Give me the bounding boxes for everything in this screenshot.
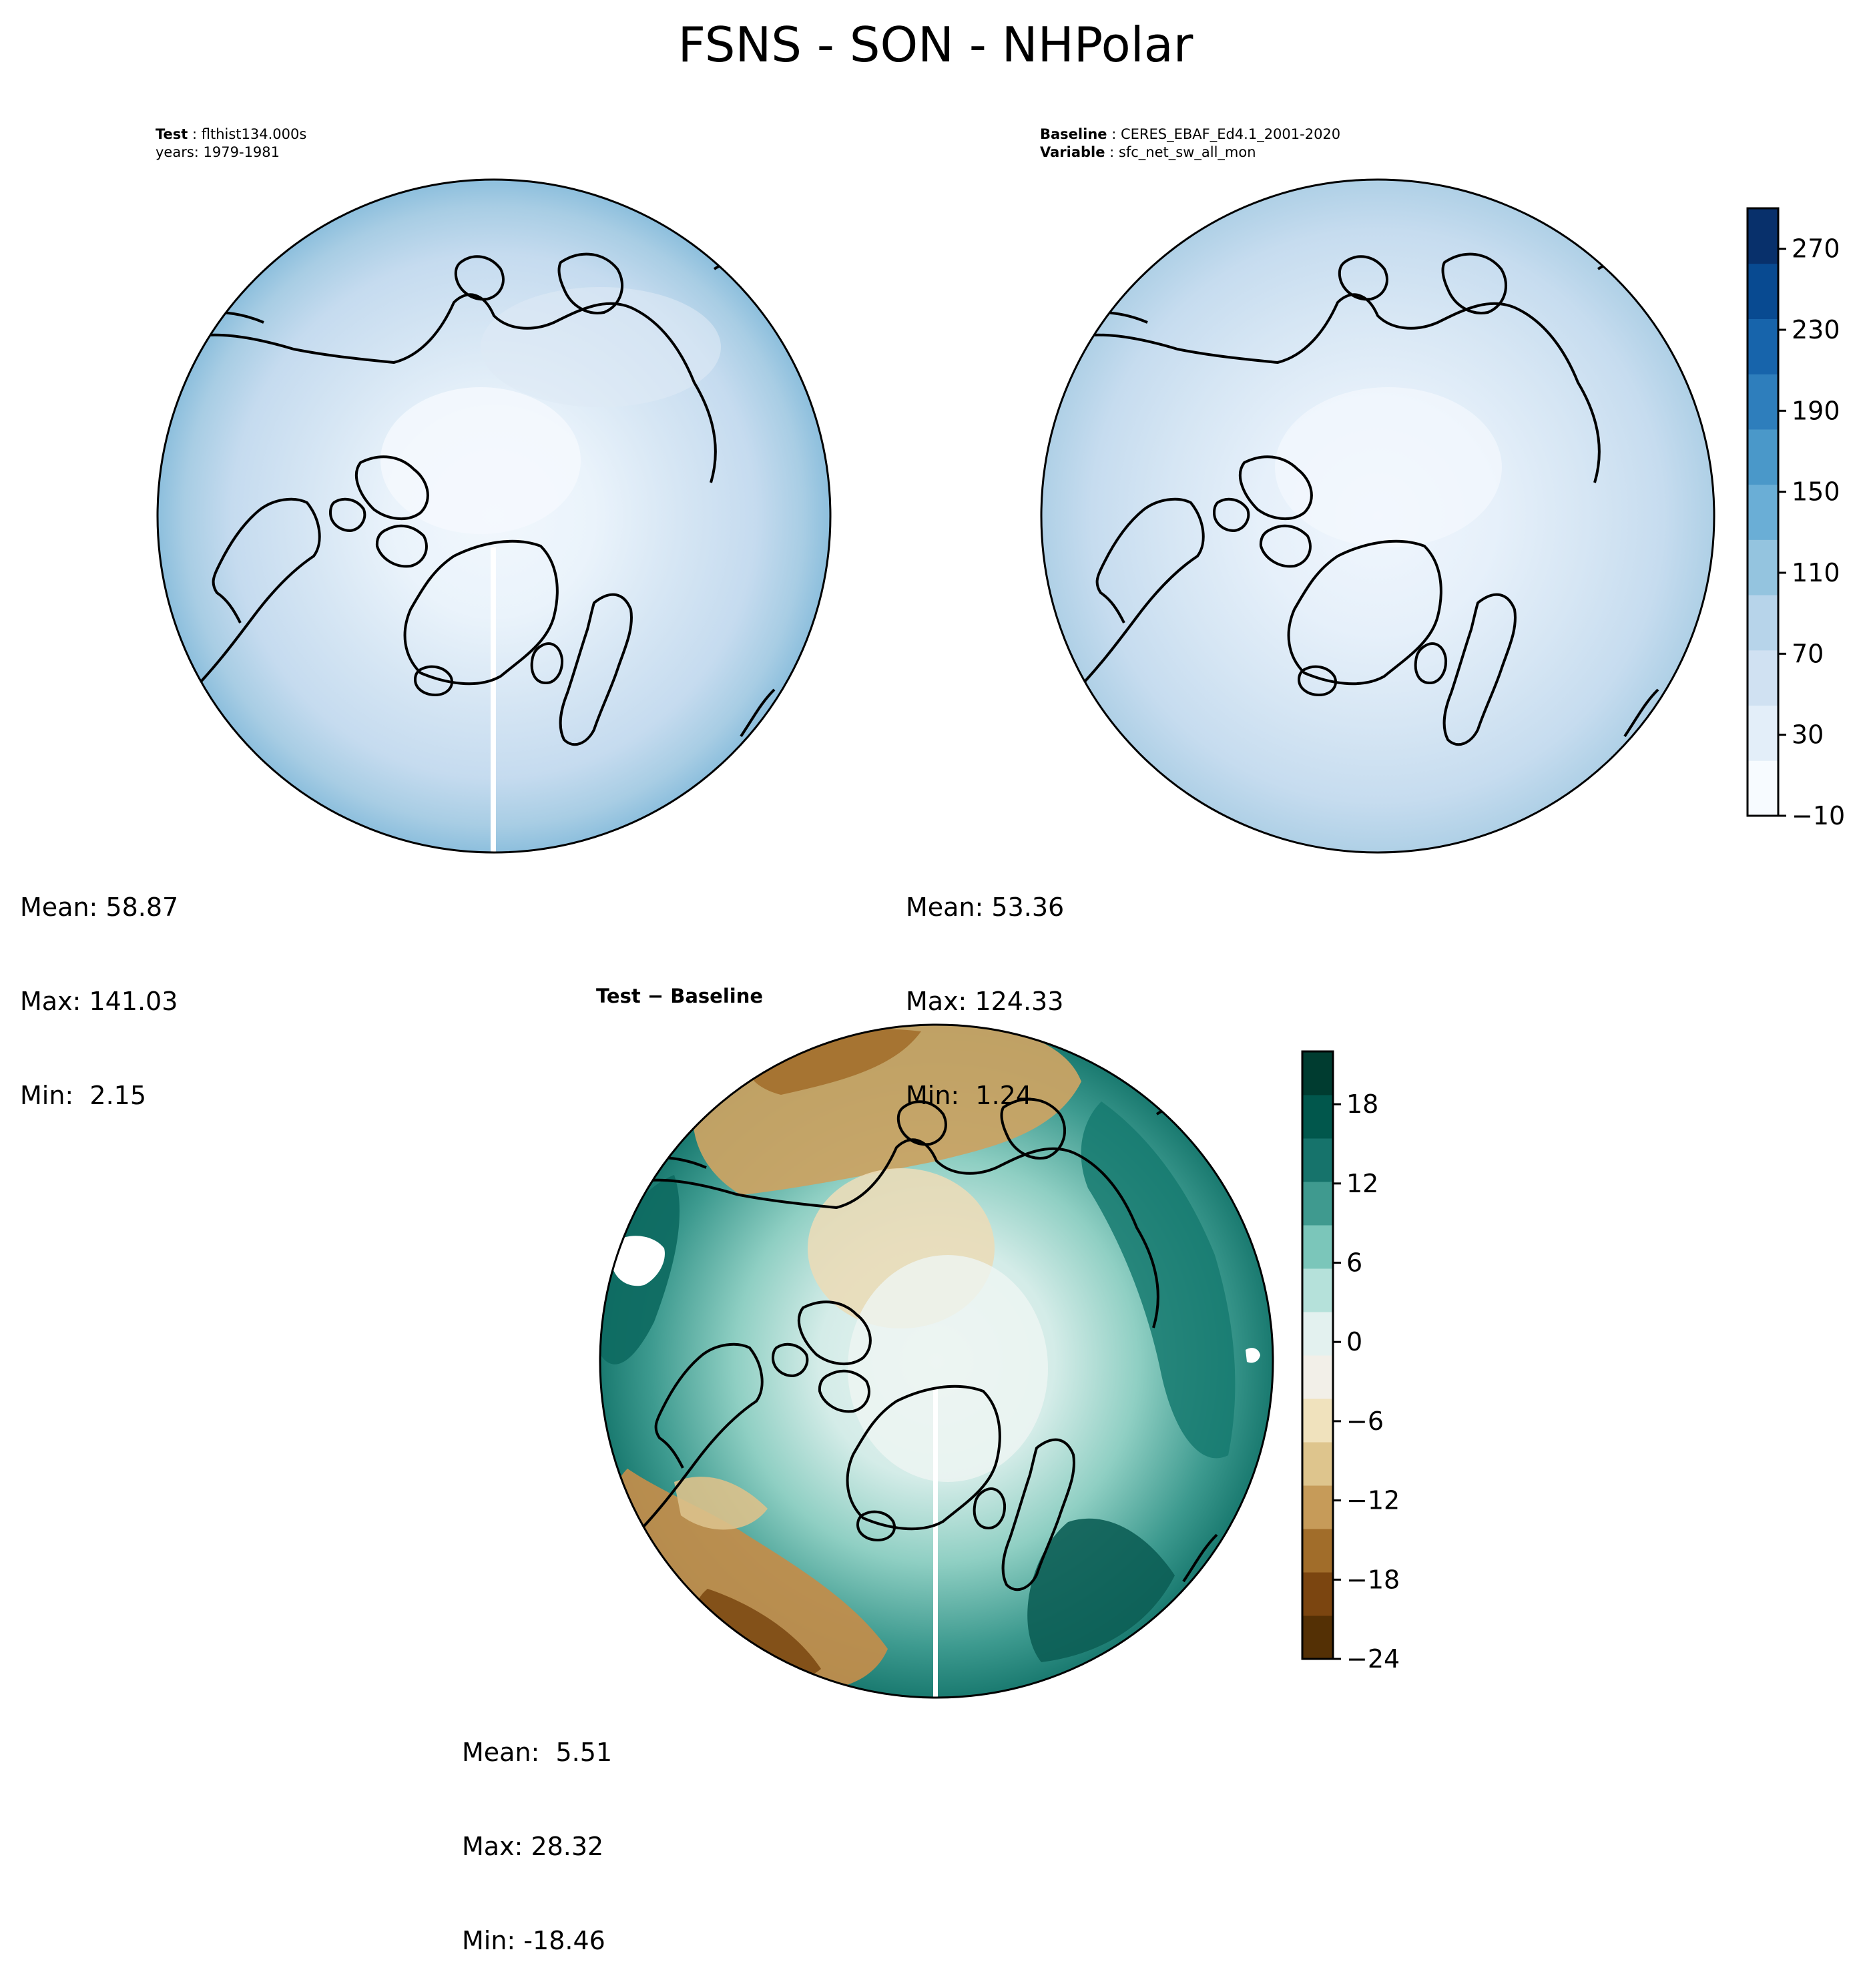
main-colorbar-segment (1748, 650, 1778, 706)
baseline-stats: Mean: 53.36 Max: 124.33 Min: 1.24 (906, 829, 1064, 1143)
baseline-variable-key: Variable (1040, 144, 1105, 160)
diff-stat-min: Min: -18.46 (462, 1926, 605, 1955)
diff-colorbar-tick-label: 18 (1346, 1089, 1378, 1119)
test-label-value: flthist134.000s (201, 126, 307, 142)
diff-colorbar-segment (1302, 1399, 1333, 1443)
diff-stats: Mean: 5.51 Max: 28.32 Min: -18.46 (462, 1674, 612, 1988)
main-colorbar-tick-label: 270 (1792, 234, 1840, 264)
diff-colorbar-tick-label: −12 (1346, 1486, 1400, 1515)
baseline-label-key: Baseline (1040, 126, 1107, 142)
baseline-map-boundary (1040, 178, 1715, 854)
diff-colorbar-segment (1302, 1529, 1333, 1573)
main-colorbar-segment (1748, 374, 1778, 430)
diff-colorbar-segment (1302, 1268, 1333, 1312)
main-colorbar-segment (1748, 595, 1778, 651)
main-colorbar-segment (1748, 429, 1778, 485)
figure-title: FSNS - SON - NHPolar (678, 17, 1193, 73)
diff-stat-mean: Mean: 5.51 (462, 1738, 613, 1767)
diff-colorbar-segment (1302, 1095, 1333, 1139)
diff-colorbar-segment (1302, 1051, 1333, 1095)
diff-colorbar-tick-label: 0 (1346, 1327, 1362, 1356)
diff-colorbar-tick-label: −6 (1346, 1407, 1384, 1436)
test-years: years: 1979-1981 (156, 144, 280, 160)
main-colorbar-segment (1748, 318, 1778, 375)
diff-map (599, 1023, 1274, 1699)
main-colorbar: −10 30 70 110 150 190 230 270 (1746, 207, 1845, 830)
baseline-stat-min: Min: 1.24 (906, 1081, 1032, 1110)
test-map (156, 178, 832, 854)
diff-colorbar-segment (1302, 1225, 1333, 1269)
test-label: Test : flthist134.000s (156, 126, 307, 142)
diff-colorbar-segment (1302, 1182, 1333, 1226)
diff-colorbar-segment (1302, 1572, 1333, 1616)
main-colorbar-tick-label: 30 (1792, 720, 1824, 750)
diff-colorbar-segment (1302, 1312, 1333, 1356)
main-colorbar-segment (1748, 484, 1778, 540)
test-stat-max: Max: 141.03 (20, 987, 178, 1016)
diff-colorbar-segment (1302, 1138, 1333, 1182)
main-colorbar-segment (1748, 760, 1778, 816)
diff-colorbar: −24 −18 −12 −6 0 6 12 18 (1301, 1050, 1400, 1674)
diff-colorbar-segment (1302, 1355, 1333, 1399)
diff-colorbar-tick-label: −24 (1346, 1644, 1400, 1674)
baseline-label: Baseline : CERES_EBAF_Ed4.1_2001-2020 (1040, 126, 1341, 142)
baseline-variable: Variable : sfc_net_sw_all_mon (1040, 144, 1256, 160)
main-colorbar-segment (1748, 208, 1778, 264)
test-map-seam (491, 547, 496, 852)
main-colorbar-tick-label: −10 (1792, 801, 1845, 830)
diff-colorbar-tick-label: 12 (1346, 1169, 1378, 1198)
test-stat-min: Min: 2.15 (20, 1081, 146, 1110)
diff-colorbar-frame (1301, 1050, 1334, 1660)
diff-map-boundary (599, 1023, 1274, 1699)
baseline-stat-mean: Mean: 53.36 (906, 893, 1065, 922)
main-colorbar-tick-label: 110 (1792, 558, 1840, 587)
diff-colorbar-tick-label: 6 (1346, 1248, 1362, 1278)
main-colorbar-frame (1746, 207, 1780, 817)
baseline-variable-value: sfc_net_sw_all_mon (1118, 144, 1256, 160)
baseline-stat-max: Max: 124.33 (906, 987, 1064, 1016)
diff-colorbar-tick-label: −18 (1346, 1565, 1400, 1594)
main-colorbar-tick-label: 190 (1792, 396, 1840, 425)
diff-stat-max: Max: 28.32 (462, 1832, 604, 1861)
main-colorbar-tick-label: 230 (1792, 315, 1840, 344)
diff-map-seam (933, 1389, 938, 1698)
baseline-label-value: CERES_EBAF_Ed4.1_2001-2020 (1120, 126, 1341, 142)
diff-colorbar-segment (1302, 1616, 1333, 1660)
main-colorbar-segment (1748, 539, 1778, 595)
test-map-boundary (156, 178, 832, 854)
main-colorbar-tick-label: 70 (1792, 639, 1824, 668)
diff-colorbar-segment (1302, 1485, 1333, 1529)
diff-label: Test − Baseline (596, 985, 764, 1007)
diff-colorbar-segment (1302, 1442, 1333, 1486)
main-colorbar-segment (1748, 263, 1778, 319)
test-stat-mean: Mean: 58.87 (20, 893, 179, 922)
baseline-map (1040, 178, 1715, 854)
main-colorbar-segment (1748, 705, 1778, 761)
test-label-key: Test (156, 126, 188, 142)
main-colorbar-tick-label: 150 (1792, 477, 1840, 507)
test-stats: Mean: 58.87 Max: 141.03 Min: 2.15 (20, 829, 178, 1143)
